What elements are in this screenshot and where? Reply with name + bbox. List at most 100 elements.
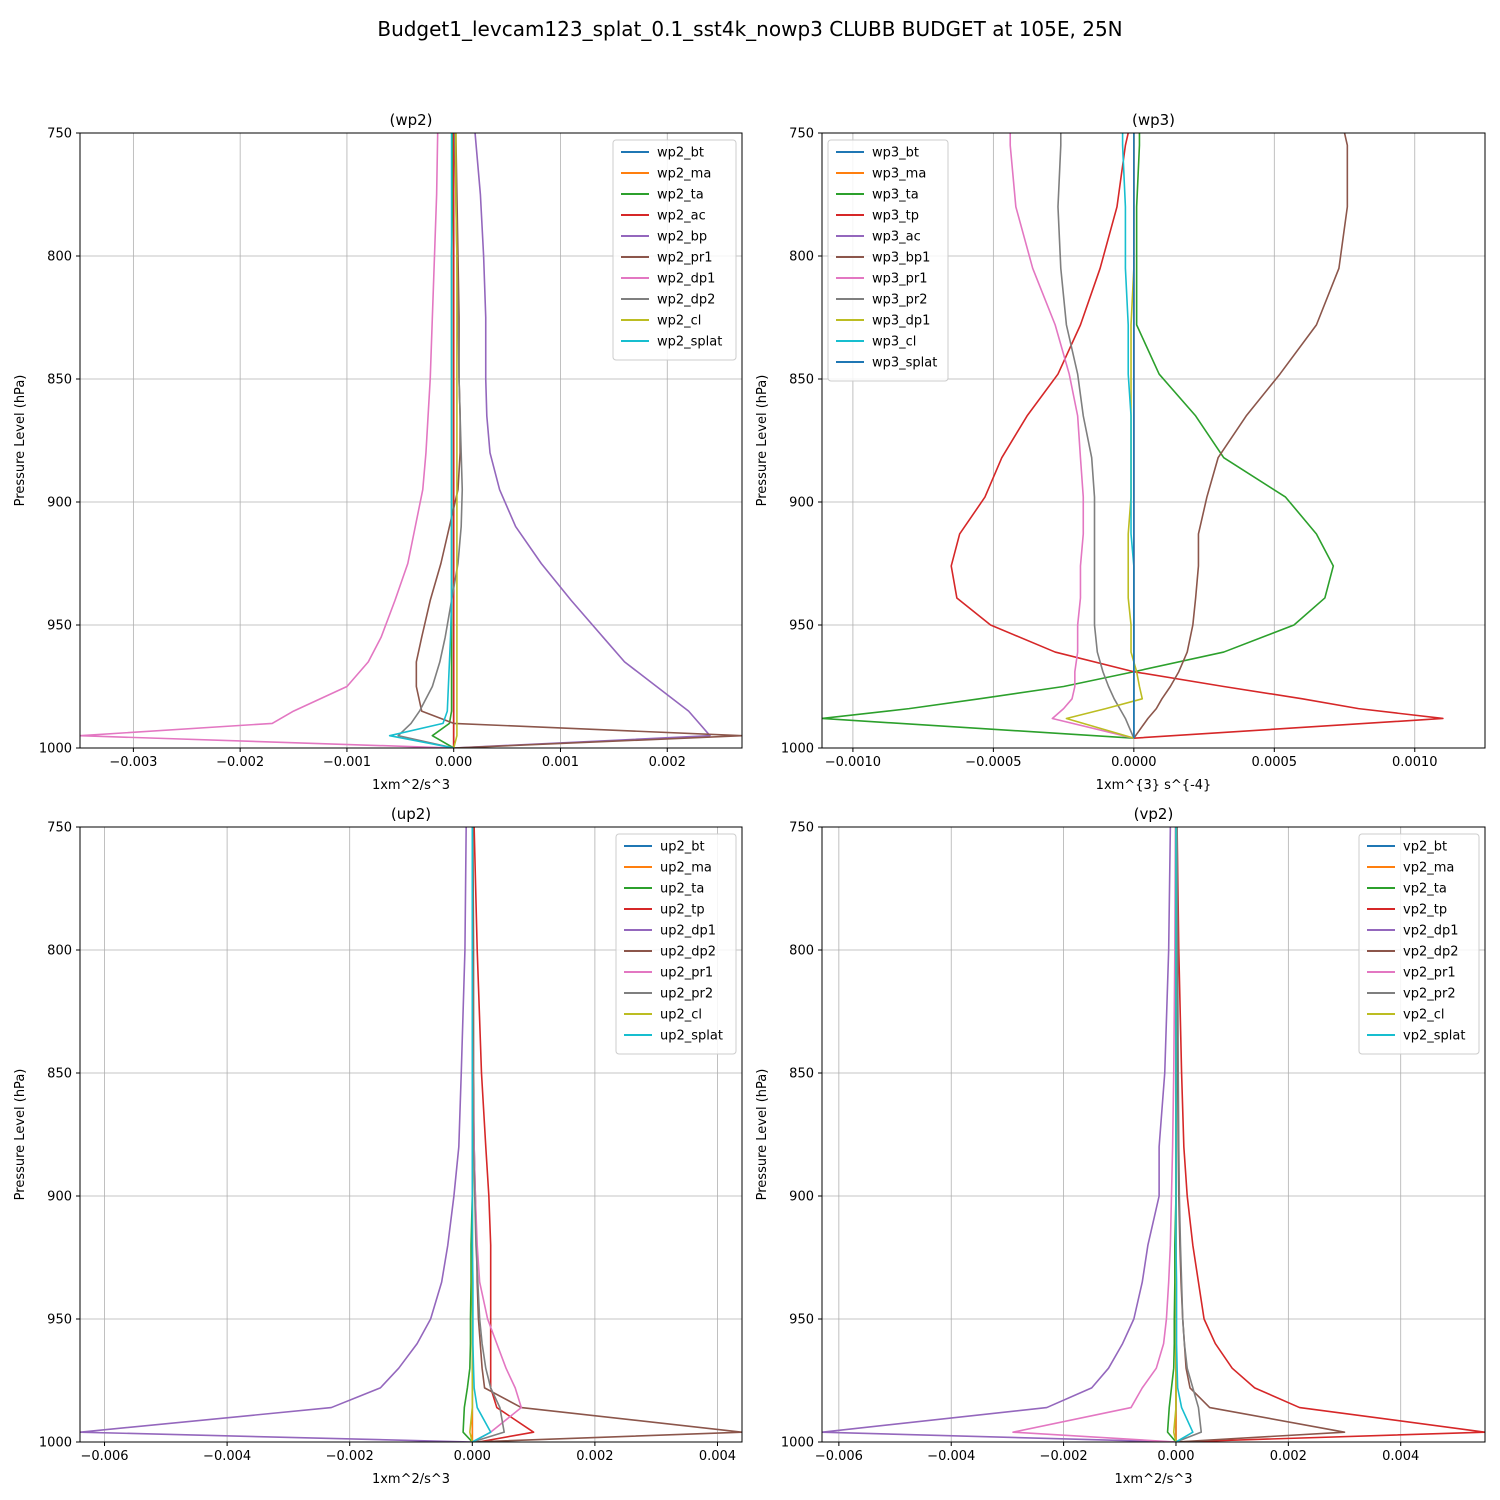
legend-label-wp3_ac: wp3_ac xyxy=(872,230,921,245)
series-line-wp3_pr2 xyxy=(1057,133,1135,739)
legend-label-wp3_pr2: wp3_pr2 xyxy=(872,293,928,308)
legend-label-up2_dp1: up2_dp1 xyxy=(660,924,716,939)
legend-label-up2_dp2: up2_dp2 xyxy=(660,945,716,960)
y-axis-label: Pressure Level (hPa) xyxy=(755,375,770,507)
x-tick-label: −0.002 xyxy=(326,1449,374,1464)
legend: wp3_bt wp3_ma wp3_ta wp3_tp wp3_ac wp3_bp1 wp3… xyxy=(827,139,949,382)
series-lines xyxy=(822,133,1444,739)
legend-label-up2_ta: up2_ta xyxy=(660,882,704,897)
series-line-vp2_tp xyxy=(1175,827,1485,1442)
legend-label-up2_ma: up2_ma xyxy=(660,861,712,876)
legend-label-wp2_dp2: wp2_dp2 xyxy=(657,293,715,308)
x-tick-label: −0.004 xyxy=(927,1449,975,1464)
legend-label-wp2_bp: wp2_bp xyxy=(657,230,707,245)
y-axis-label: Pressure Level (hPa) xyxy=(13,1069,28,1201)
legend-label-wp2_dp1: wp2_dp1 xyxy=(657,272,715,287)
panel-title: (vp2) xyxy=(1134,805,1174,823)
legend: up2_bt up2_ma up2_ta up2_tp up2_dp1 up2_dp2up… xyxy=(615,833,737,1055)
legend-label-wp2_cl: wp2_cl xyxy=(657,314,701,329)
y-tick-label: 850 xyxy=(47,1067,72,1082)
y-tick-label: 900 xyxy=(47,1190,72,1205)
y-axis-label: Pressure Level (hPa) xyxy=(13,375,28,507)
panel-wp3: −0.0010 −0.0005 0.0000 0.0005 0.0010 750 800 85… xyxy=(755,111,1486,793)
x-axis-label: 1xm^{3} s^{-4} xyxy=(1096,778,1212,793)
y-tick-label: 900 xyxy=(789,496,814,511)
y-tick-label: 950 xyxy=(789,619,814,634)
x-tick-label: 0.000 xyxy=(1157,1449,1194,1464)
series-lines xyxy=(822,827,1485,1442)
y-tick-label: 1000 xyxy=(39,742,72,757)
legend: wp2_bt wp2_ma wp2_ta wp2_ac wp2_bp wp2_pr1 wp2… xyxy=(612,139,737,361)
legend-label-up2_bt: up2_bt xyxy=(660,840,705,855)
y-tick-label: 850 xyxy=(47,373,72,388)
legend-label-wp3_bp1: wp3_bp1 xyxy=(872,251,930,266)
series-line-vp2_pr2 xyxy=(1175,827,1203,1442)
axes-frame xyxy=(821,132,1486,749)
x-tick-label: −0.002 xyxy=(216,755,264,770)
x-tick-label: 0.002 xyxy=(1270,1449,1307,1464)
legend-label-vp2_ma: vp2_ma xyxy=(1403,861,1454,876)
y-tick-label: 750 xyxy=(47,127,72,142)
legend-label-wp3_cl: wp3_cl xyxy=(872,335,916,350)
legend-label-vp2_pr1: vp2_pr1 xyxy=(1403,966,1456,981)
y-tick-label: 750 xyxy=(789,821,814,836)
x-tick-label: −0.004 xyxy=(203,1449,251,1464)
y-tick-label: 950 xyxy=(47,1313,72,1328)
legend-label-wp2_pr1: wp2_pr1 xyxy=(657,251,713,266)
y-tick-label: 800 xyxy=(47,944,72,959)
y-tick-label: 1000 xyxy=(781,1436,814,1451)
legend-label-up2_splat: up2_splat xyxy=(660,1029,723,1044)
x-tick-label: −0.0010 xyxy=(825,755,881,770)
legend-label-wp3_tp: wp3_tp xyxy=(872,209,919,224)
x-axis-label: 1xm^2/s^3 xyxy=(372,1472,450,1487)
y-tick-label: 1000 xyxy=(39,1436,72,1451)
x-axis-label: 1xm^2/s^3 xyxy=(1114,1472,1192,1487)
y-tick-label: 800 xyxy=(789,250,814,265)
panel-title: (wp2) xyxy=(389,111,432,129)
x-tick-label: −0.006 xyxy=(815,1449,863,1464)
legend-label-up2_pr2: up2_pr2 xyxy=(660,987,713,1002)
x-tick-label: −0.006 xyxy=(80,1449,128,1464)
y-tick-label: 750 xyxy=(47,821,72,836)
legend-label-wp2_ma: wp2_ma xyxy=(657,167,711,182)
panel-title: (wp3) xyxy=(1132,111,1175,129)
axes-frame xyxy=(79,132,743,749)
x-tick-label: 0.000 xyxy=(454,1449,491,1464)
axes-frame xyxy=(79,826,743,1443)
axes-frame xyxy=(821,826,1486,1443)
legend-label-wp3_dp1: wp3_dp1 xyxy=(872,314,930,329)
x-axis-label: 1xm^2/s^3 xyxy=(372,778,450,793)
series-line-wp2_dp1 xyxy=(80,133,454,748)
x-tick-label: 0.0005 xyxy=(1252,755,1298,770)
legend-label-vp2_cl: vp2_cl xyxy=(1403,1008,1444,1023)
x-tick-label: 0.001 xyxy=(542,755,579,770)
series-lines xyxy=(80,827,742,1442)
y-tick-label: 850 xyxy=(789,373,814,388)
legend-label-wp2_ac: wp2_ac xyxy=(657,209,706,224)
legend-label-vp2_pr2: vp2_pr2 xyxy=(1403,987,1456,1002)
x-tick-label: −0.0005 xyxy=(965,755,1021,770)
series-lines xyxy=(80,133,742,748)
series-line-vp2_pr1 xyxy=(1012,827,1177,1442)
legend-label-wp3_bt: wp3_bt xyxy=(872,146,919,161)
legend-label-vp2_splat: vp2_splat xyxy=(1403,1029,1465,1044)
legend-label-wp3_ta: wp3_ta xyxy=(872,188,919,203)
series-line-wp3_bp1 xyxy=(1133,133,1349,739)
y-tick-label: 950 xyxy=(789,1313,814,1328)
legend-label-up2_cl: up2_cl xyxy=(660,1008,702,1023)
series-line-vp2_splat xyxy=(1175,827,1194,1442)
legend-label-wp3_pr1: wp3_pr1 xyxy=(872,272,928,287)
legend-label-up2_tp: up2_tp xyxy=(660,903,705,918)
legend-label-wp2_splat: wp2_splat xyxy=(657,335,722,350)
series-line-wp2_dp2 xyxy=(397,133,464,748)
y-axis-label: Pressure Level (hPa) xyxy=(755,1069,770,1201)
legend-label-vp2_tp: vp2_tp xyxy=(1403,903,1447,918)
y-tick-label: 750 xyxy=(789,127,814,142)
panel-vp2: −0.006 −0.004 −0.002 0.000 0.002 0.004 750 800 8… xyxy=(755,805,1486,1487)
x-tick-label: −0.002 xyxy=(1040,1449,1088,1464)
series-line-wp3_ta xyxy=(822,133,1335,739)
series-line-wp2_bp xyxy=(453,133,711,748)
series-line-wp3_pr1 xyxy=(1009,133,1135,739)
